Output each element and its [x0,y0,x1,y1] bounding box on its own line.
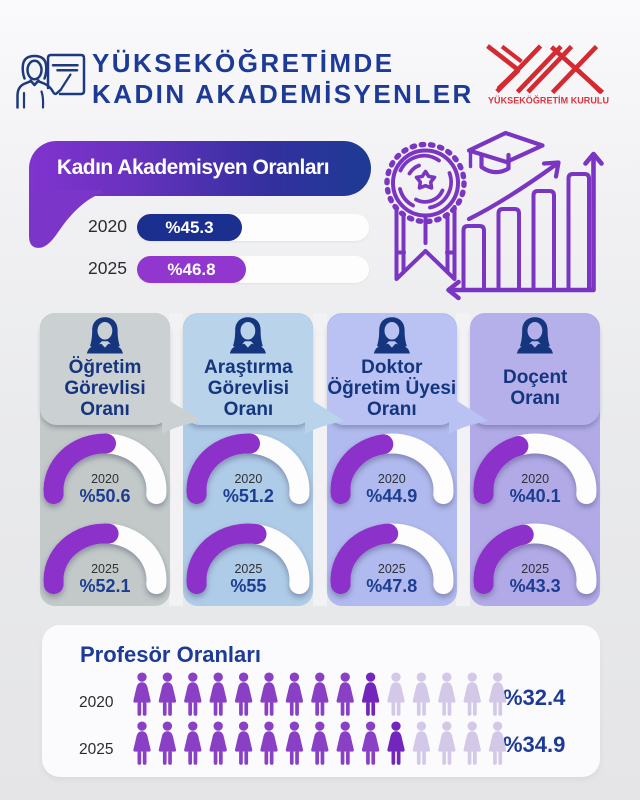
svg-text:YÜKSEKÖĞRETİM KURULU: YÜKSEKÖĞRETİM KURULU [488,95,609,106]
